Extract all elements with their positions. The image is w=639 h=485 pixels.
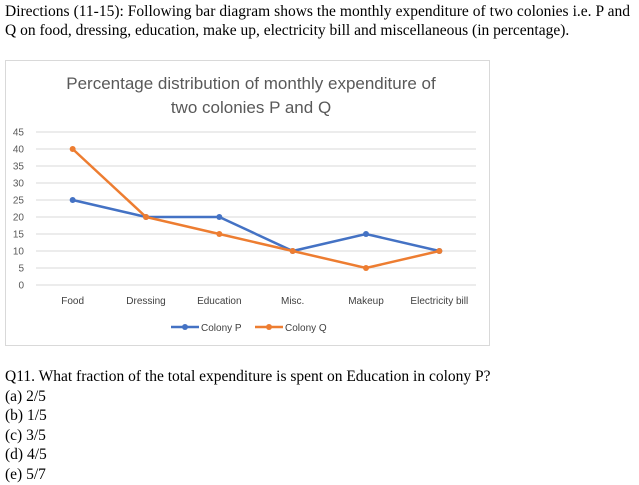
x-tick-label: Education [197,296,241,307]
chart-container: Percentage distribution of monthly expen… [5,60,490,346]
y-tick-label: 15 [13,230,25,241]
series-line [72,198,440,253]
data-point [143,214,149,220]
x-tick-label: Misc. [281,296,304,307]
directions-text: Directions (11-15): Following bar diagra… [5,3,630,39]
legend-marker [266,324,272,330]
data-point [436,248,443,254]
option-c: (c) 3/5 [5,426,46,444]
y-tick-label: 35 [13,162,25,173]
option-a: (a) 2/5 [5,387,46,405]
option-e: (e) 5/7 [5,465,46,483]
legend-marker [182,324,188,330]
x-tick-label: Makeup [348,296,384,307]
line-chart: Percentage distribution of monthly expen… [13,74,476,334]
x-tick-label: Electricity bill [410,296,468,307]
legend-label: Colony P [201,323,242,334]
data-point [69,146,76,152]
chart-title: two colonies P and Q [171,98,331,117]
y-tick-label: 40 [13,145,25,156]
question-block: Q11. What fraction of the total expendit… [5,367,491,484]
option-b: (b) 1/5 [5,407,47,424]
y-tick-label: 0 [18,281,24,292]
chart-title: Percentage distribution of monthly expen… [66,74,436,93]
series-line [71,148,440,270]
option-d: (d) 4/5 [5,446,47,463]
data-point [289,248,296,254]
data-point [216,231,223,237]
data-point [216,214,223,220]
y-tick-label: 5 [18,264,24,275]
y-tick-label: 45 [13,128,25,139]
y-tick-label: 20 [13,213,25,224]
x-tick-label: Food [61,296,84,307]
question-text: Q11. What fraction of the total expendit… [5,368,491,385]
data-point [69,197,76,203]
x-tick-label: Dressing [126,296,165,307]
data-point [363,265,369,271]
legend-label: Colony Q [285,323,327,334]
data-point [363,231,369,237]
y-tick-label: 10 [13,247,25,258]
y-tick-label: 25 [13,196,25,207]
y-tick-label: 30 [13,179,25,190]
